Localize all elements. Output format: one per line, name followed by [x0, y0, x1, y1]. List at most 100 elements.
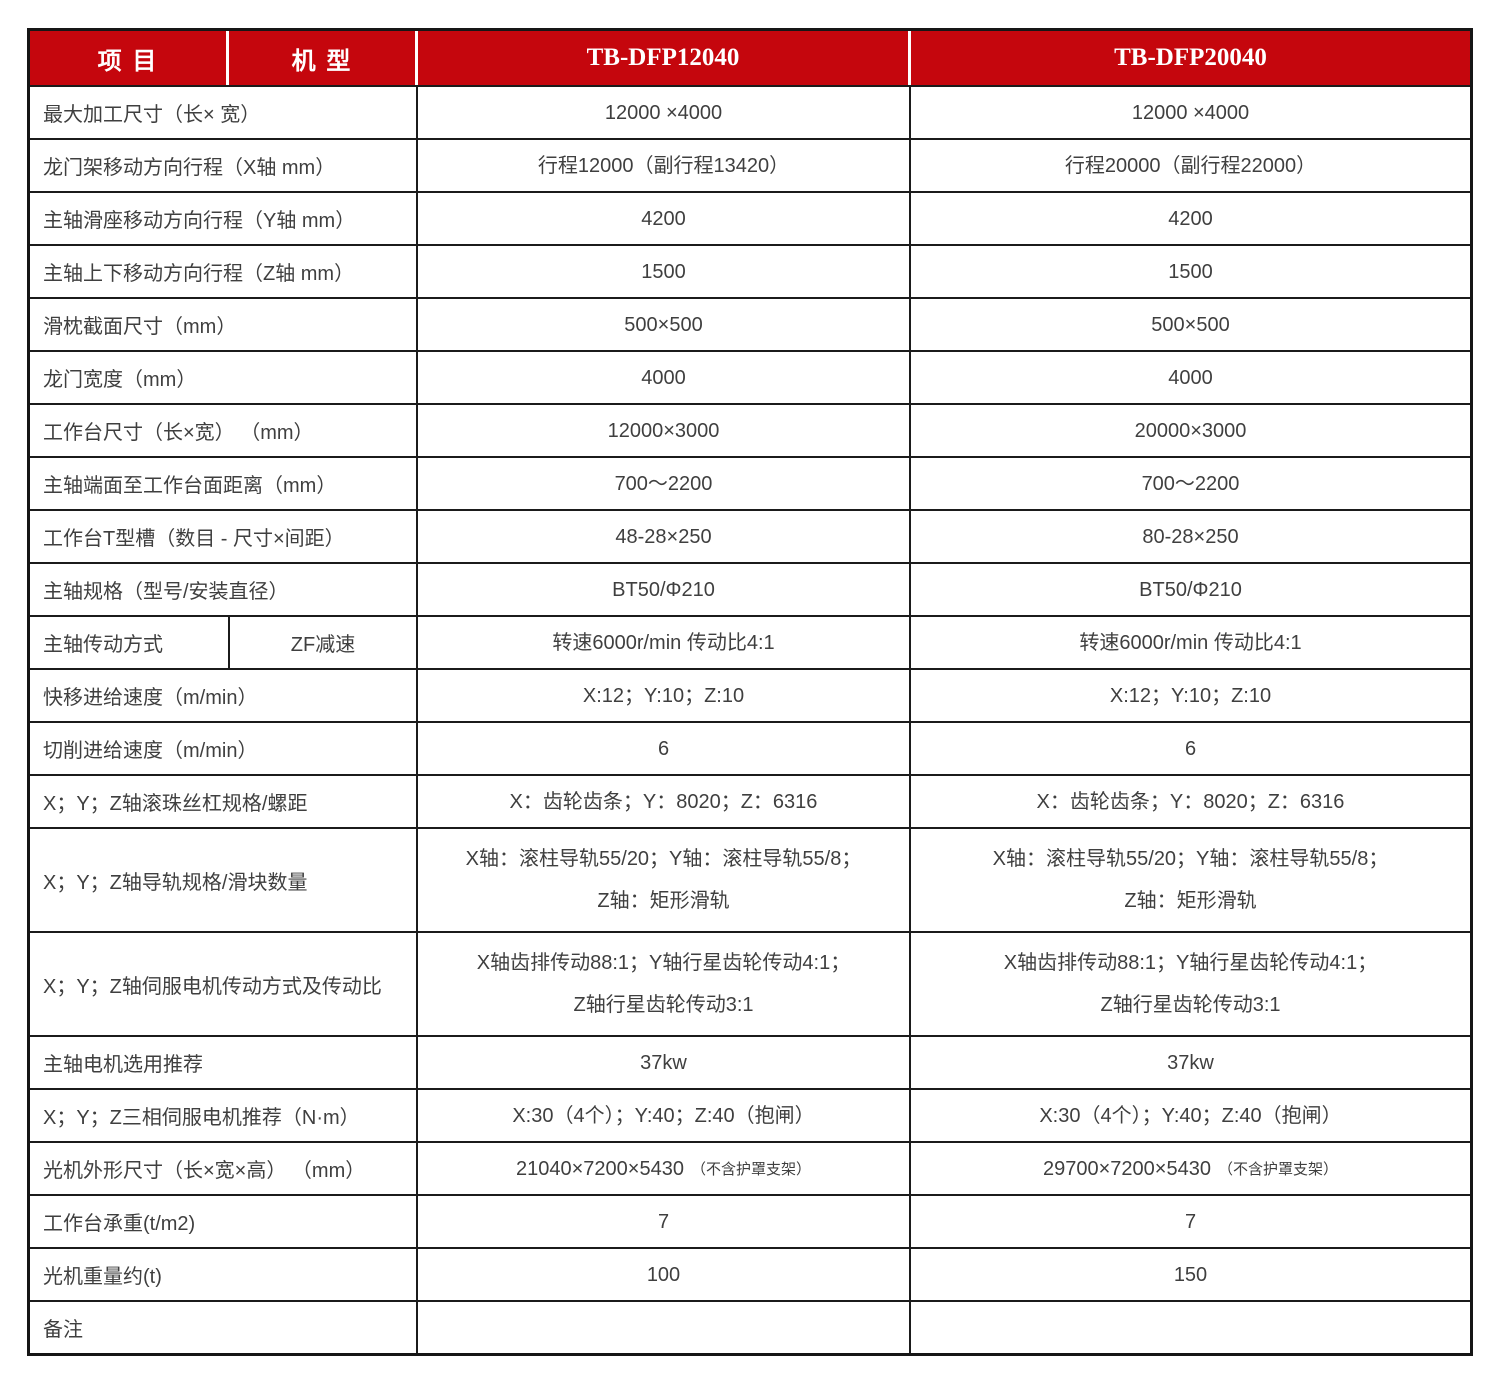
row-label: 光机重量约(t) — [30, 1249, 418, 1300]
cell-value-line: X轴：滚柱导轨55/20；Y轴：滚柱导轨55/8； — [992, 848, 1389, 871]
cell-value-text: 12000 ×4000 — [1131, 101, 1250, 124]
table-row: 主轴传动方式 ZF减速 转速6000r/min 传动比4:1 转速6000r/min … — [30, 615, 1470, 668]
cell-value: 1500 — [418, 246, 911, 297]
header-item-label: 项 目 — [30, 31, 229, 85]
table-row: X；Y；Z轴伺服电机传动方式及传动比 X轴齿排传动88:1；Y轴行星齿轮传动4:1… — [30, 931, 1470, 1035]
cell-value-line: Z轴行星齿轮传动3:1 — [1100, 993, 1281, 1016]
cell-value — [418, 1302, 911, 1353]
cell-value-note: （不含护罩支架） — [1217, 1161, 1338, 1178]
cell-value: 7 — [418, 1196, 911, 1247]
cell-value: 500×500 — [911, 299, 1470, 350]
row-label: 最大加工尺寸（长× 宽） — [30, 87, 418, 138]
table-row: 主轴电机选用推荐 37kw 37kw — [30, 1035, 1470, 1088]
cell-value-text: 20000×3000 — [1134, 419, 1247, 442]
row-label: 龙门宽度（mm） — [30, 352, 418, 403]
cell-value-line: Z轴：矩形滑轨 — [597, 889, 730, 912]
cell-value: 100 — [418, 1249, 911, 1300]
cell-value: 4000 — [911, 352, 1470, 403]
cell-value: 6 — [418, 723, 911, 774]
cell-value-line: Z轴：矩形滑轨 — [1124, 889, 1257, 912]
cell-value: 12000 ×4000 — [418, 87, 911, 138]
table-row: X；Y；Z轴滚珠丝杠规格/螺距 X：齿轮齿条；Y：8020；Z：6316 X：齿轮齿… — [30, 774, 1470, 827]
table-row: X；Y；Z三相伺服电机推荐（N·m） X:30（4个）；Y:40；Z:40（抱闸）… — [30, 1088, 1470, 1141]
row-label: 滑枕截面尺寸（mm） — [30, 299, 418, 350]
row-label: 工作台承重(t/m2) — [30, 1196, 418, 1247]
table-row: 主轴规格（型号/安装直径） BT50/Φ210 BT50/Φ210 — [30, 562, 1470, 615]
row-label: 主轴传动方式 — [30, 617, 230, 668]
cell-value: 700～2200 — [911, 458, 1470, 509]
table-row: 主轴滑座移动方向行程（Y轴 mm） 4200 4200 — [30, 191, 1470, 244]
table-row: 切削进给速度（m/min） 6 6 — [30, 721, 1470, 774]
cell-value-text: 150 — [1173, 1263, 1208, 1286]
cell-value-text: 7 — [657, 1210, 670, 1233]
header-model-1: TB-DFP12040 — [418, 31, 911, 85]
cell-value-text: 500×500 — [1151, 313, 1230, 336]
cell-value: 37kw — [418, 1037, 911, 1088]
cell-value: X:12；Y:10；Z:10 — [911, 670, 1470, 721]
cell-value-text: 12000 ×4000 — [604, 101, 723, 124]
cell-value: 48-28×250 — [418, 511, 911, 562]
cell-value: 行程20000（副行程22000） — [911, 140, 1470, 191]
row-label: X；Y；Z轴伺服电机传动方式及传动比 — [30, 933, 418, 1035]
cell-value-text: BT50/Φ210 — [612, 578, 715, 601]
cell-value-text: 12000×3000 — [607, 419, 720, 442]
cell-value: 500×500 — [418, 299, 911, 350]
cell-value-text: 48-28×250 — [615, 525, 712, 548]
cell-value: X轴：滚柱导轨55/20；Y轴：滚柱导轨55/8； Z轴：矩形滑轨 — [911, 829, 1470, 931]
cell-value-note: （不含护罩支架） — [690, 1161, 811, 1178]
cell-value: X:30（4个）；Y:40；Z:40（抱闸） — [418, 1090, 911, 1141]
row-label: 备注 — [30, 1302, 418, 1353]
cell-value-line: X轴：滚柱导轨55/20；Y轴：滚柱导轨55/8； — [465, 848, 862, 871]
cell-value: 700～2200 — [418, 458, 911, 509]
cell-value: 4200 — [418, 193, 911, 244]
cell-value: 37kw — [911, 1037, 1470, 1088]
cell-value: 12000×3000 — [418, 405, 911, 456]
header-model-label: 机 型 — [291, 47, 353, 75]
row-label: X；Y；Z轴导轨规格/滑块数量 — [30, 829, 418, 931]
row-label: 快移进给速度（m/min） — [30, 670, 418, 721]
spec-table: 项 目 机 型 TB-DFP12040 TB-DFP20040 最大加工尺寸（长… — [27, 28, 1473, 1356]
cell-value: 21040×7200×5430 （不含护罩支架） — [418, 1143, 911, 1194]
cell-value-line: Z轴行星齿轮传动3:1 — [573, 993, 754, 1016]
cell-value-text: 700～2200 — [1141, 472, 1240, 495]
row-label: 主轴端面至工作台面距离（mm） — [30, 458, 418, 509]
cell-value-text: 21040×7200×5430 — [516, 1157, 684, 1180]
cell-value-text: 29700×7200×5430 — [1043, 1157, 1211, 1180]
table-row: 最大加工尺寸（长× 宽） 12000 ×4000 12000 ×4000 — [30, 85, 1470, 138]
row-label: 切削进给速度（m/min） — [30, 723, 418, 774]
row-label: 主轴上下移动方向行程（Z轴 mm） — [30, 246, 418, 297]
table-row: 龙门架移动方向行程（X轴 mm） 行程12000（副行程13420） 行程20000… — [30, 138, 1470, 191]
cell-value-text: 行程20000（副行程22000） — [1064, 154, 1317, 177]
cell-value: BT50/Φ210 — [418, 564, 911, 615]
cell-value-text: 100 — [646, 1263, 681, 1286]
table-row: 光机重量约(t) 100 150 — [30, 1247, 1470, 1300]
table-row: 光机外形尺寸（长×宽×高） （mm） 21040×7200×5430 （不含护罩支架… — [30, 1141, 1470, 1194]
cell-value: X轴齿排传动88:1；Y轴行星齿轮传动4:1； Z轴行星齿轮传动3:1 — [911, 933, 1470, 1035]
cell-value: 1500 — [911, 246, 1470, 297]
cell-value-line: X轴齿排传动88:1；Y轴行星齿轮传动4:1； — [1003, 952, 1378, 975]
cell-value: 7 — [911, 1196, 1470, 1247]
row-label-group: 主轴传动方式 ZF减速 — [30, 617, 418, 668]
cell-value: X轴：滚柱导轨55/20；Y轴：滚柱导轨55/8； Z轴：矩形滑轨 — [418, 829, 911, 931]
cell-value: X：齿轮齿条；Y：8020；Z：6316 — [911, 776, 1470, 827]
cell-value-text: 700～2200 — [614, 472, 713, 495]
cell-value: 80-28×250 — [911, 511, 1470, 562]
row-label: 工作台T型槽（数目 - 尺寸×间距） — [30, 511, 418, 562]
table-row: 备注 — [30, 1300, 1470, 1353]
cell-value-text: 7 — [1184, 1210, 1197, 1233]
cell-value-text: 37kw — [1167, 1051, 1214, 1074]
table-row: 工作台尺寸（长×宽） （mm） 12000×3000 20000×3000 — [30, 403, 1470, 456]
table-row: X；Y；Z轴导轨规格/滑块数量 X轴：滚柱导轨55/20；Y轴：滚柱导轨55/8；… — [30, 827, 1470, 931]
row-label: 主轴滑座移动方向行程（Y轴 mm） — [30, 193, 418, 244]
cell-value-text: X:12；Y:10；Z:10 — [582, 684, 745, 707]
table-row: 龙门宽度（mm） 4000 4000 — [30, 350, 1470, 403]
cell-value: 4200 — [911, 193, 1470, 244]
table-row: 滑枕截面尺寸（mm） 500×500 500×500 — [30, 297, 1470, 350]
cell-value-text: X:30（4个）；Y:40；Z:40（抱闸） — [1039, 1104, 1342, 1127]
cell-value: X：齿轮齿条；Y：8020；Z：6316 — [418, 776, 911, 827]
row-label: 龙门架移动方向行程（X轴 mm） — [30, 140, 418, 191]
cell-value-text: 500×500 — [624, 313, 703, 336]
row-sublabel: ZF减速 — [290, 634, 356, 656]
cell-value-text: X：齿轮齿条；Y：8020；Z：6316 — [1036, 790, 1345, 813]
row-label: 光机外形尺寸（长×宽×高） （mm） — [30, 1143, 418, 1194]
